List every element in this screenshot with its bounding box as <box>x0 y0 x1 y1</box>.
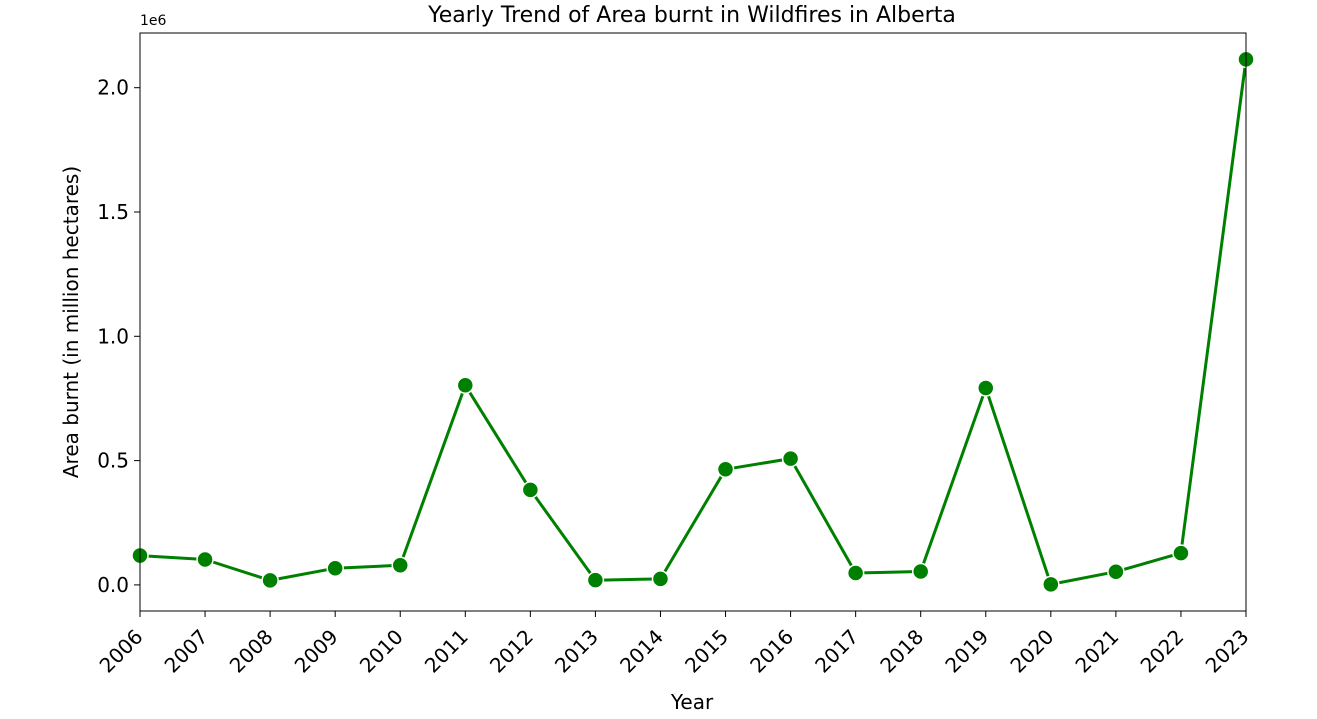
data-point <box>196 550 214 569</box>
x-tick-label: 2016 <box>745 625 798 678</box>
x-tick-label: 2017 <box>810 625 863 678</box>
x-tick-label: 2018 <box>875 625 928 678</box>
series-area-burnt <box>131 50 1255 594</box>
y-tick-label: 2.0 <box>97 76 129 100</box>
series-line <box>139 59 1248 586</box>
data-point <box>586 571 605 589</box>
x-tick-label: 2008 <box>225 625 278 678</box>
x-tick-label: 2015 <box>680 625 733 678</box>
data-point <box>1107 562 1125 581</box>
data-point <box>326 559 344 577</box>
x-tick-label: 2012 <box>485 625 538 678</box>
data-point <box>1042 575 1060 594</box>
x-tick-label: 2009 <box>290 625 343 678</box>
data-point <box>716 460 735 479</box>
data-point <box>977 379 995 397</box>
chart-title: Yearly Trend of Area burnt in Wildfires … <box>427 3 956 28</box>
x-tick-label: 2020 <box>1005 625 1058 678</box>
data-point <box>911 562 930 581</box>
x-tick-label: 2013 <box>550 625 603 678</box>
y-axis-label: Area burnt (in million hectares) <box>59 166 83 478</box>
x-axis-ticks: 2006 2007 2008 2009 2010 2011 2012 2013 2014 2015… <box>95 611 1254 678</box>
x-tick-label: 2019 <box>940 625 993 678</box>
x-tick-label: 2014 <box>615 625 668 678</box>
data-point <box>651 570 670 588</box>
data-point <box>846 564 865 582</box>
y-tick-label: 0.0 <box>97 573 129 597</box>
y-tick-label: 1.0 <box>97 324 129 348</box>
plot-frame <box>139 32 1247 612</box>
data-point <box>1172 544 1190 562</box>
data-point <box>261 571 279 590</box>
data-point <box>456 376 475 395</box>
x-tick-label: 2022 <box>1136 625 1189 678</box>
x-axis-label: Year <box>670 690 714 714</box>
x-tick-label: 2006 <box>95 625 148 678</box>
data-point <box>521 481 540 499</box>
x-tick-label: 2011 <box>420 625 473 678</box>
x-tick-label: 2023 <box>1201 625 1254 678</box>
data-point <box>781 449 800 468</box>
x-tick-label: 2021 <box>1070 625 1123 678</box>
data-point <box>391 556 409 575</box>
x-tick-label: 2010 <box>355 625 408 678</box>
y-tick-label: 1.5 <box>97 200 129 224</box>
y-axis-offset-label: 1e6 <box>140 13 167 29</box>
x-tick-label: 2007 <box>160 625 213 678</box>
y-axis-ticks: 0.0 0.5 1.0 1.5 2.0 <box>97 76 140 597</box>
y-tick-label: 0.5 <box>97 449 129 473</box>
